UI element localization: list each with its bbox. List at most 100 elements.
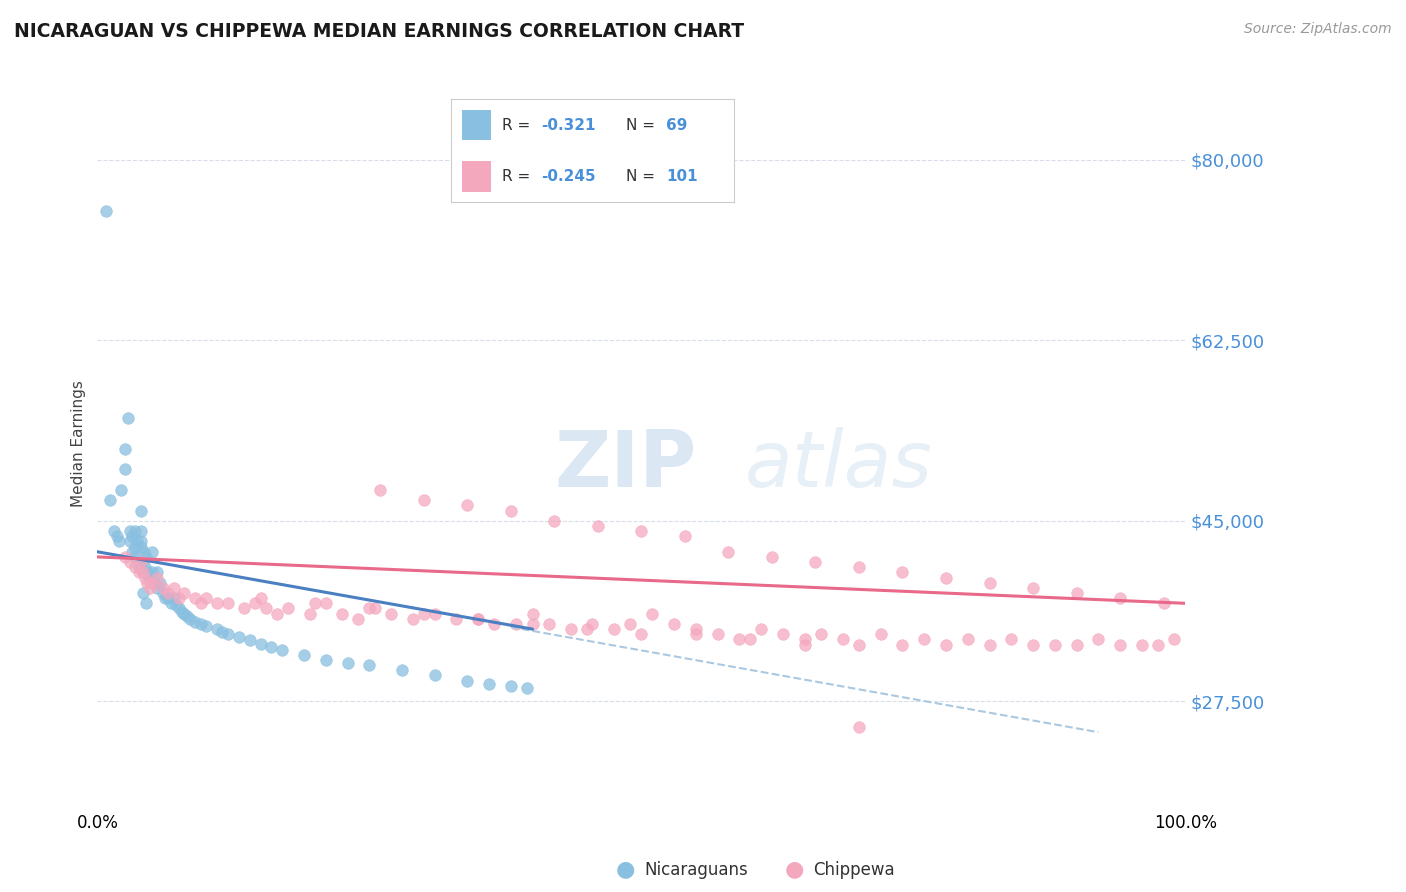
Point — [124, 540, 146, 554]
Point — [537, 616, 560, 631]
Point — [662, 616, 685, 631]
Point — [254, 601, 277, 615]
Point — [1000, 632, 1022, 647]
Point — [132, 586, 155, 600]
Point — [793, 632, 815, 647]
Point — [205, 596, 228, 610]
Point — [831, 632, 853, 647]
Point — [1163, 632, 1185, 647]
Point — [1087, 632, 1109, 647]
Point — [149, 575, 172, 590]
Point — [359, 601, 381, 615]
Point — [129, 534, 152, 549]
Point — [135, 596, 157, 610]
Point — [129, 524, 152, 538]
Point — [575, 622, 598, 636]
Point — [205, 622, 228, 636]
Point — [157, 586, 180, 600]
Point — [423, 668, 446, 682]
Point — [673, 529, 696, 543]
Point — [146, 566, 169, 580]
Point — [478, 677, 501, 691]
Point — [368, 483, 391, 497]
Text: Source: ZipAtlas.com: Source: ZipAtlas.com — [1244, 22, 1392, 37]
Point — [173, 586, 195, 600]
Point — [136, 575, 159, 590]
Point — [586, 519, 609, 533]
Point — [848, 638, 870, 652]
Point — [543, 514, 565, 528]
Point — [195, 619, 218, 633]
Point — [179, 612, 201, 626]
Point — [505, 616, 527, 631]
Point — [717, 545, 740, 559]
Point — [110, 483, 132, 497]
Point — [315, 596, 337, 610]
Point — [141, 545, 163, 559]
Point — [118, 534, 141, 549]
Point — [456, 673, 478, 688]
Point — [603, 622, 626, 636]
Point — [467, 612, 489, 626]
Point — [467, 612, 489, 626]
Point — [402, 612, 425, 626]
Text: ●: ● — [785, 860, 804, 880]
Point — [131, 555, 153, 569]
Point — [560, 622, 582, 636]
Point — [347, 612, 370, 626]
Point — [108, 534, 131, 549]
Point — [141, 575, 163, 590]
Point — [249, 636, 271, 650]
Point — [522, 616, 544, 631]
Point — [848, 720, 870, 734]
Point — [157, 591, 180, 606]
Point — [685, 622, 707, 636]
Point — [217, 596, 239, 610]
Point — [499, 679, 522, 693]
Point — [1147, 638, 1170, 652]
Point — [456, 499, 478, 513]
Point — [138, 570, 160, 584]
Point — [124, 524, 146, 538]
Point — [195, 591, 218, 606]
Point — [128, 560, 150, 574]
Point — [1043, 638, 1066, 652]
Point — [810, 627, 832, 641]
Point — [277, 601, 299, 615]
Point — [706, 627, 728, 641]
Point — [129, 503, 152, 517]
Point — [979, 638, 1001, 652]
Point — [912, 632, 935, 647]
Point — [228, 631, 250, 645]
Point — [127, 555, 149, 569]
Text: ●: ● — [616, 860, 636, 880]
Point — [162, 591, 184, 606]
Point — [304, 596, 326, 610]
Point — [176, 608, 198, 623]
Point — [581, 616, 603, 631]
Point — [619, 616, 641, 631]
Point — [446, 612, 468, 626]
Point — [728, 632, 751, 647]
Point — [869, 627, 891, 641]
Point — [217, 627, 239, 641]
Point — [935, 638, 957, 652]
Point — [793, 638, 815, 652]
Point — [804, 555, 827, 569]
Point — [412, 607, 434, 621]
Point — [749, 622, 772, 636]
Point — [233, 601, 256, 615]
Point — [266, 607, 288, 621]
Point — [298, 607, 321, 621]
Point — [125, 534, 148, 549]
Point — [935, 570, 957, 584]
Point — [94, 204, 117, 219]
Point — [630, 524, 652, 538]
Point — [124, 549, 146, 564]
Point — [1109, 591, 1132, 606]
Point — [1066, 638, 1088, 652]
Point — [956, 632, 979, 647]
Point — [129, 555, 152, 569]
Text: Chippewa: Chippewa — [813, 861, 894, 879]
Point — [271, 642, 294, 657]
